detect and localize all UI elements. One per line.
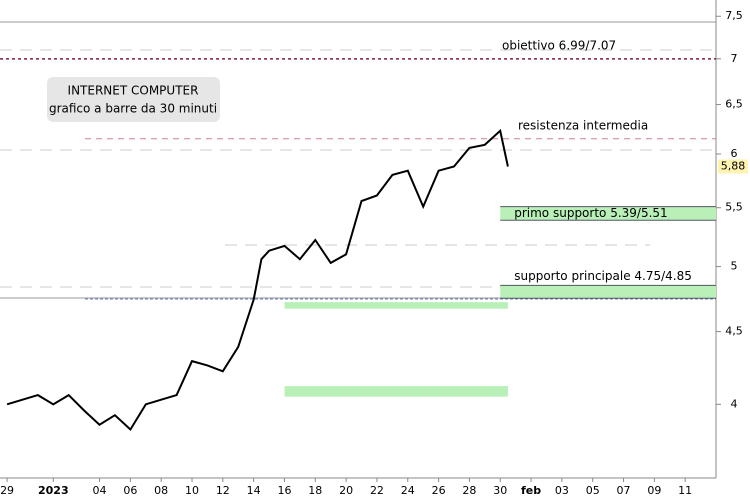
x-tick-label: 06 — [123, 484, 137, 497]
level-label: resistenza intermedia — [518, 118, 648, 132]
last-price-box — [718, 159, 748, 174]
x-tick-label: 07 — [617, 484, 631, 497]
x-tick-label: 30 — [493, 484, 507, 497]
y-tick-label: 7,5 — [725, 9, 743, 22]
x-tick-label: 14 — [247, 484, 261, 497]
x-tick-label: 09 — [647, 484, 661, 497]
y-tick-label: 5 — [731, 260, 738, 273]
title-box — [47, 77, 220, 122]
x-tick-label: 05 — [586, 484, 600, 497]
y-tick-label: 4,5 — [725, 325, 743, 338]
x-tick-label: 24 — [401, 484, 415, 497]
plot-layer: 4 4,5 5 5,5 6 6,5 7 7,5 29 2023 04 06 08 10 12 14 16 18 20… — [0, 9, 748, 497]
y-tick-label: 6 — [731, 147, 738, 160]
support-band — [500, 285, 716, 299]
x-tick-label: 04 — [93, 484, 107, 497]
x-tick-label: 22 — [370, 484, 384, 497]
x-tick-label: 16 — [277, 484, 291, 497]
x-tick-label: 28 — [462, 484, 476, 497]
x-tick-label: 10 — [185, 484, 199, 497]
x-tick-label: 12 — [216, 484, 230, 497]
y-tick-label: 7 — [731, 52, 738, 65]
x-tick-label: 2023 — [38, 484, 69, 497]
x-tick-label: feb — [521, 484, 541, 497]
y-tick-label: 5,5 — [725, 201, 743, 214]
level-label: obiettivo 6.99/7.07 — [502, 38, 616, 52]
x-tick-label: 29 — [0, 484, 14, 497]
support-band — [284, 386, 508, 397]
x-tick-label: 18 — [308, 484, 322, 497]
support-band — [284, 302, 508, 309]
support-band — [500, 206, 716, 221]
band-label: primo supporto 5.39/5.51 — [514, 206, 667, 220]
x-tick-label: 03 — [555, 484, 569, 497]
x-tick-label: 11 — [678, 484, 692, 497]
y-tick-label: 6,5 — [725, 98, 743, 111]
price-line — [6, 128, 509, 432]
x-tick-label: 20 — [339, 484, 353, 497]
x-tick-label: 26 — [432, 484, 446, 497]
last-price-label: 5,88 — [721, 159, 746, 172]
chart-subtitle: grafico a barre da 30 minuti — [49, 102, 217, 116]
y-tick-label: 4 — [731, 397, 738, 410]
x-tick-label: 08 — [154, 484, 168, 497]
chart-title: INTERNET COMPUTER — [68, 84, 199, 98]
band-label: supporto principale 4.75/4.85 — [514, 269, 692, 283]
